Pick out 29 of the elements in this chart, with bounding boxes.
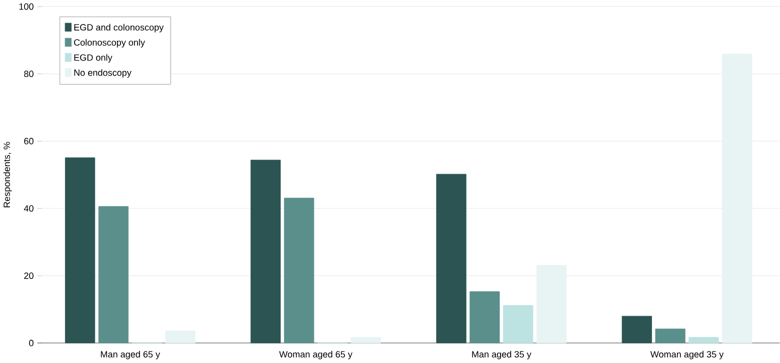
x-tick-label: Woman aged 35 y xyxy=(650,351,724,360)
bar xyxy=(165,330,196,344)
legend-label: EGD and colonoscopy xyxy=(74,24,164,32)
bar xyxy=(284,198,314,344)
bar xyxy=(536,265,567,344)
bar xyxy=(350,337,381,344)
y-tick-label: 60 xyxy=(24,138,34,145)
legend-label: Colonoscopy only xyxy=(74,39,146,48)
legend-label: EGD only xyxy=(74,54,112,63)
bar xyxy=(688,337,719,344)
bar xyxy=(250,160,281,344)
y-tick-label: 100 xyxy=(19,4,34,10)
bar xyxy=(655,328,686,344)
y-tick-label: 40 xyxy=(24,205,34,212)
x-tick-label: Man aged 35 y xyxy=(472,351,532,360)
bar xyxy=(622,316,652,344)
x-tick-label: Man aged 65 y xyxy=(100,351,160,360)
bar xyxy=(436,174,466,344)
y-axis-title: Respondents, % xyxy=(3,142,12,208)
bar xyxy=(98,206,129,344)
y-tick-label: 80 xyxy=(24,70,34,78)
bar xyxy=(503,305,534,344)
y-tick-label: 20 xyxy=(24,272,34,280)
bar xyxy=(722,54,752,344)
y-tick-label: 0 xyxy=(29,340,34,346)
bar xyxy=(470,292,500,344)
legend-label: No endoscopy xyxy=(74,69,132,78)
x-tick-label: Woman aged 65 y xyxy=(279,351,352,360)
bar xyxy=(65,158,96,344)
